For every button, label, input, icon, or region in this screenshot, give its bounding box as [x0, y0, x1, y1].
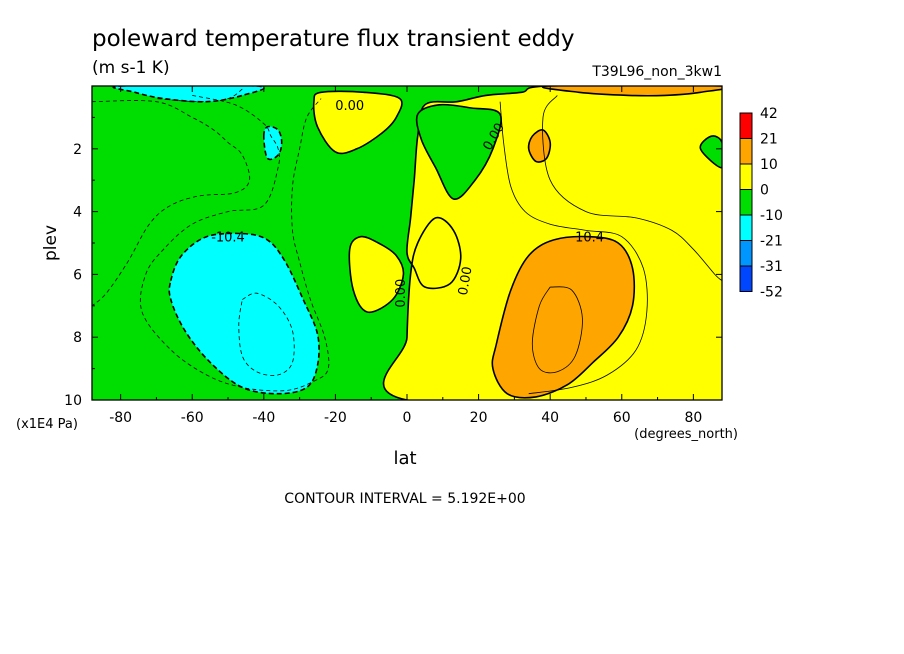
colorbar-label: 42: [760, 106, 778, 122]
x-tick-label: 60: [613, 410, 631, 426]
colorbar-label: 0: [760, 183, 769, 199]
colorbar-label: 21: [760, 132, 778, 148]
colorbar-label: 10: [760, 157, 778, 173]
y-tick-label: 2: [73, 142, 82, 158]
colorbar-label: -21: [760, 234, 783, 250]
fill-region-cyan-south: [168, 232, 320, 395]
fill-region-green-east-edge: [699, 135, 722, 169]
contour-lines: [92, 88, 722, 395]
contour-line-2: [238, 292, 295, 376]
contour-line-4: [499, 101, 648, 395]
chart-units: (m s-1 K): [92, 58, 170, 78]
colorbar: 42 21 10 0 -10 -21 -31 -52: [739, 106, 783, 301]
contour-label: 0.00: [394, 279, 409, 308]
contour-line-6: [542, 95, 722, 282]
contour-line-5: [531, 286, 583, 374]
fill-region-orange-small: [527, 129, 552, 163]
fill-region-orange-top-corner: [541, 86, 722, 97]
y-tick-label: 6: [73, 267, 82, 283]
y-axis: 2 4 6 8 10: [64, 116, 722, 409]
colorbar-label: -52: [760, 285, 783, 301]
contour-label-group-3: 10.4: [575, 231, 604, 246]
contour-label: 0.00: [335, 99, 364, 114]
x-tick-label: -60: [181, 410, 204, 426]
chart-title: poleward temperature flux transient eddy: [92, 26, 574, 52]
contour-label: 10.4: [575, 231, 604, 246]
fill-region-green-upper-pocket: [415, 103, 502, 200]
x-axis-title: lat: [393, 448, 416, 469]
fill-region-yellow-mid-pocket: [348, 235, 405, 314]
fill-region-orange-north: [491, 235, 636, 399]
contour-label-group-2: -10.4: [211, 231, 245, 246]
colorbar-swatch: [739, 214, 753, 241]
x-tick-label: 20: [470, 410, 488, 426]
fill-region-cyan-small: [262, 125, 283, 161]
dataset-label: T39L96_non_3kw1: [591, 64, 722, 80]
y-tick-label: 8: [73, 330, 82, 346]
colorbar-swatch: [739, 138, 753, 165]
contour-label: -10.4: [211, 231, 245, 246]
filled-contours: [92, 86, 722, 400]
contour-label-group-0: 0.00: [335, 99, 364, 114]
x-tick-label: 0: [403, 410, 412, 426]
fill-region-yellow-top: [312, 90, 403, 155]
colorbar-swatch: [739, 240, 753, 267]
x-tick-label: -80: [109, 410, 132, 426]
contour-label-group-4: 0.00: [394, 279, 409, 308]
contour-interval-note: CONTOUR INTERVAL = 5.192E+00: [284, 491, 525, 507]
x-axis: -80 -60 -40 -20 0 20 40 60 80: [109, 86, 702, 426]
contour-line-3: [156, 88, 243, 103]
y-tick-label: 4: [73, 205, 82, 221]
contour-line-1: [139, 95, 330, 392]
colorbar-swatch: [739, 265, 753, 292]
colorbar-swatch: [739, 112, 753, 139]
y-axis-title: plev: [41, 225, 61, 261]
y-axis-units: (x1E4 Pa): [16, 417, 78, 432]
contour-label-group-5: 0.00: [456, 265, 476, 296]
fill-region-cyan-top-corner: [112, 86, 265, 103]
contour-label: 0.00: [456, 265, 476, 296]
y-tick-label: 10: [64, 393, 82, 409]
x-axis-units: (degrees_north): [634, 427, 738, 442]
x-tick-label: 40: [541, 410, 559, 426]
colorbar-label: -10: [760, 208, 783, 224]
colorbar-swatch: [739, 189, 753, 216]
colorbar-swatch: [739, 163, 753, 190]
x-tick-label: -40: [252, 410, 275, 426]
colorbar-label: -31: [760, 259, 783, 275]
x-tick-label: 80: [684, 410, 702, 426]
x-tick-label: -20: [324, 410, 347, 426]
